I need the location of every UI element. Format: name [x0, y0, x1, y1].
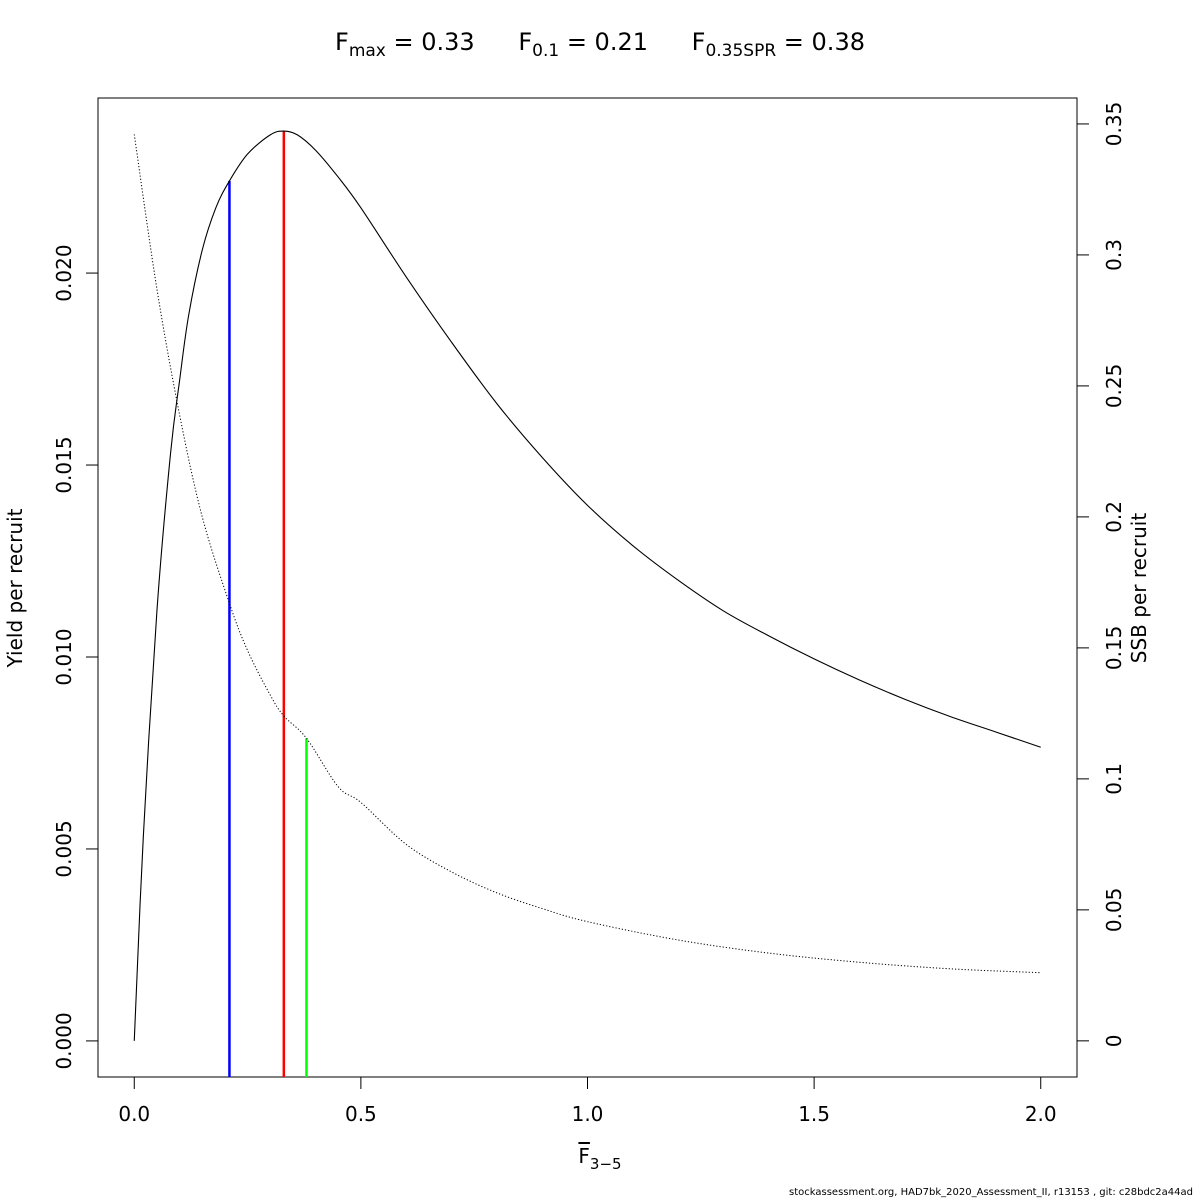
x-tick-label: 1.5: [798, 1102, 830, 1126]
title-f01: F0.1 = 0.21: [518, 28, 648, 61]
y-axis-label: Yield per recruit: [3, 508, 27, 668]
ssb-per-recruit-line: [133, 134, 1041, 974]
y2-tick-label: 0.25: [1102, 364, 1126, 409]
y2-tick-label: 0.2: [1102, 501, 1126, 533]
y2-tick-label: 0.1: [1102, 763, 1126, 795]
x-tick-label: 0.0: [118, 1102, 150, 1126]
y2-tick-label: 0.35: [1102, 102, 1126, 147]
x-tick-label: 2.0: [1025, 1102, 1057, 1126]
y-tick-label: 0.010: [52, 628, 76, 685]
footer-note: stockassessment.org, HAD7bk_2020_Assessm…: [789, 1187, 1193, 1198]
yield-per-recruit-line: [133, 130, 1041, 1041]
title-fmax: Fmax = 0.33: [335, 28, 475, 61]
y2-tick-label: 0: [1102, 1034, 1126, 1047]
title-f035spr: F0.35SPR = 0.38: [691, 28, 865, 61]
y2-tick-label: 0.05: [1102, 888, 1126, 933]
plot-frame: [97, 97, 1078, 1078]
y-tick-label: 0.020: [52, 244, 76, 301]
x-tick-label: 0.5: [345, 1102, 377, 1126]
y-tick-label: 0.000: [52, 1012, 76, 1069]
x-tick-label: 1.0: [572, 1102, 604, 1126]
y2-axis-label: SSB per recruit: [1127, 513, 1151, 664]
x-axis-label: F3−5: [578, 1144, 622, 1173]
y-tick-label: 0.005: [52, 820, 76, 877]
y-tick-label: 0.015: [52, 436, 76, 493]
y2-tick-label: 0.15: [1102, 626, 1126, 671]
chart-title: Fmax = 0.33 F0.1 = 0.21 F0.35SPR = 0.38: [0, 28, 1200, 61]
y2-tick-label: 0.3: [1102, 239, 1126, 271]
